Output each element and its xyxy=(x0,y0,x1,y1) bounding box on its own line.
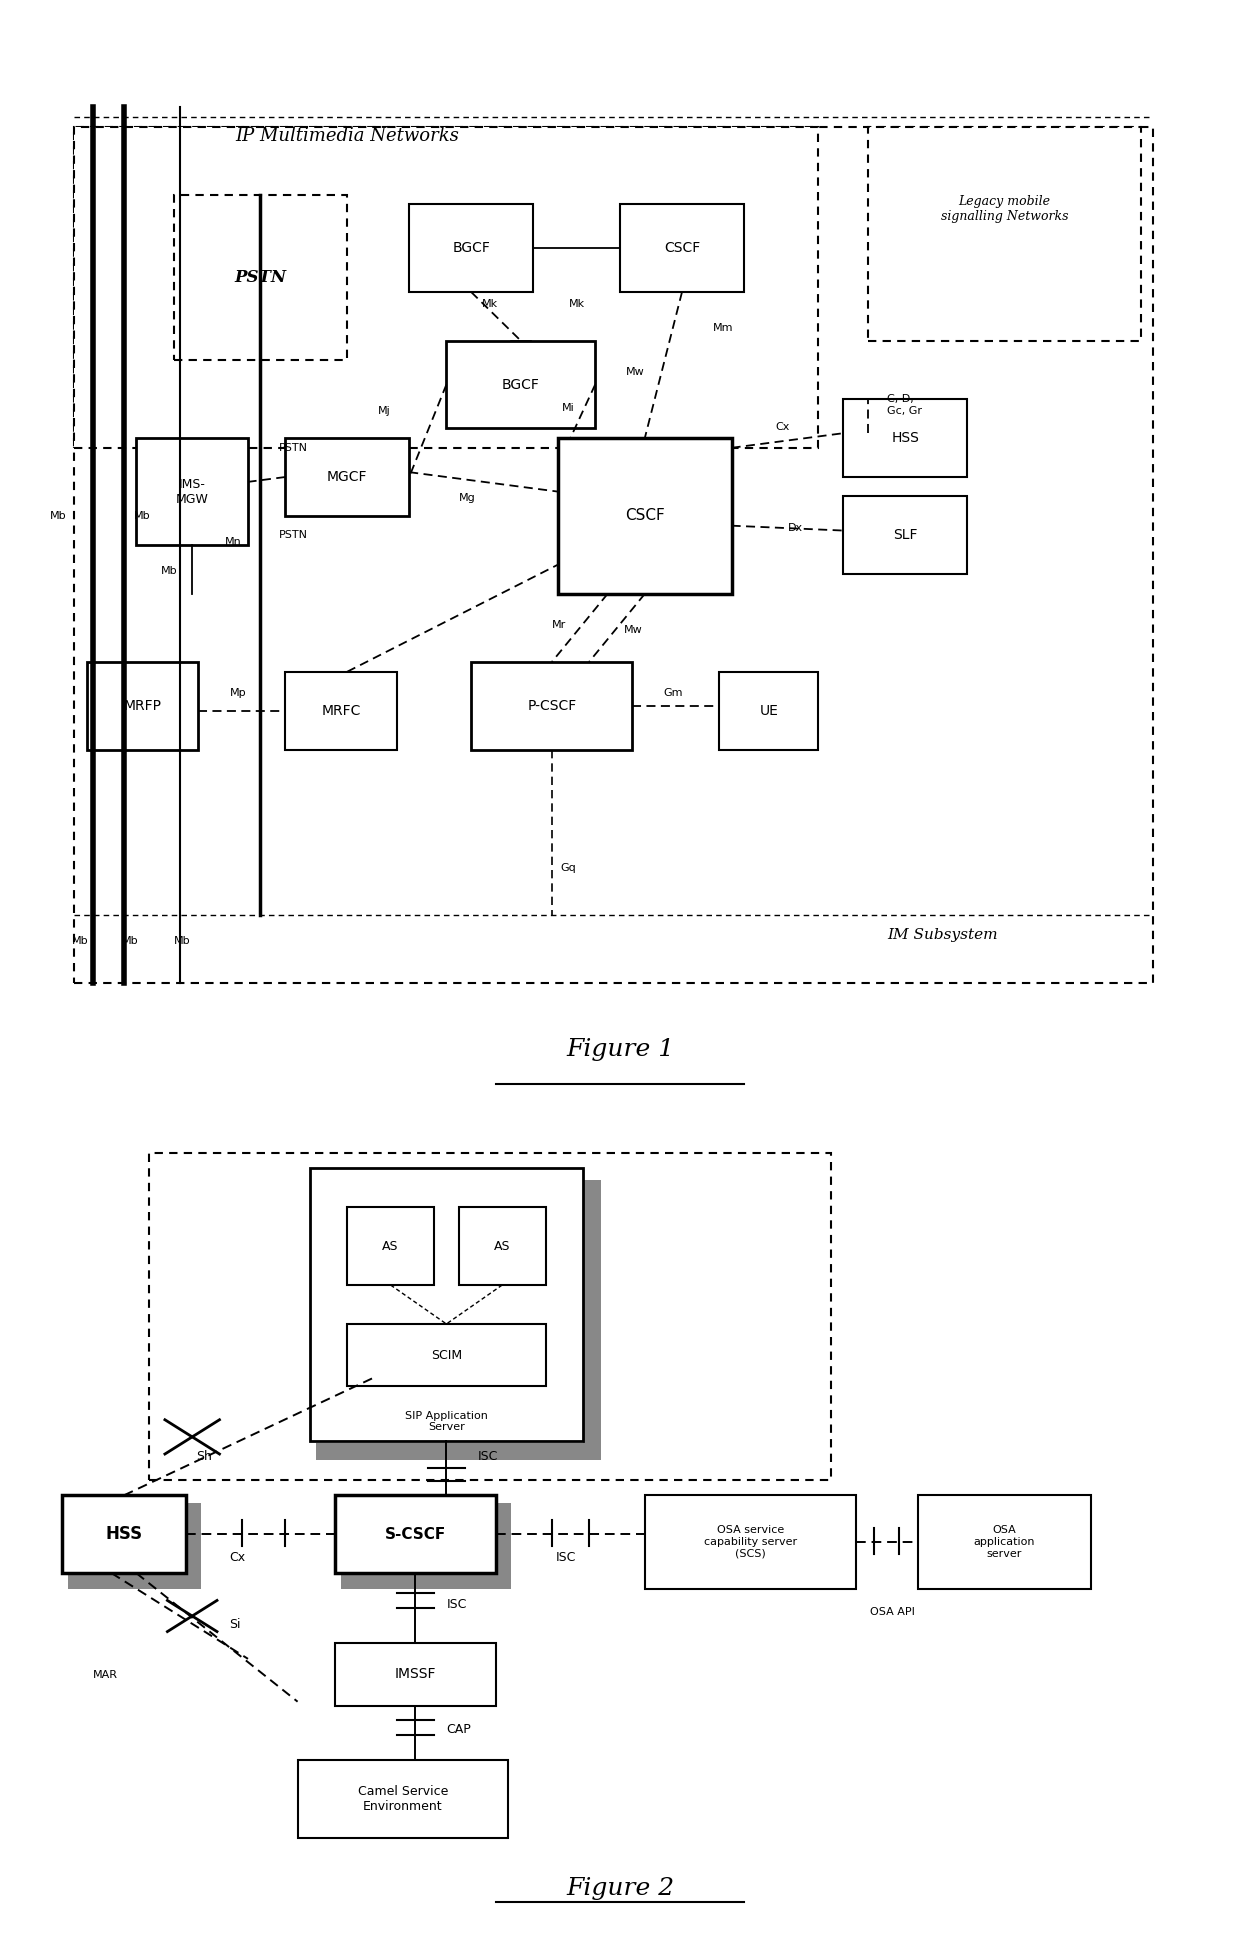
FancyBboxPatch shape xyxy=(68,1573,201,1589)
Text: MRFP: MRFP xyxy=(124,699,161,713)
Text: PSTN: PSTN xyxy=(279,442,308,454)
Text: Mb: Mb xyxy=(72,937,88,946)
Text: Figure 1: Figure 1 xyxy=(565,1038,675,1061)
FancyBboxPatch shape xyxy=(843,496,967,574)
Text: Mg: Mg xyxy=(459,493,476,504)
FancyBboxPatch shape xyxy=(409,204,533,292)
FancyBboxPatch shape xyxy=(496,1503,511,1589)
Text: Mb: Mb xyxy=(174,937,190,946)
Text: AS: AS xyxy=(382,1240,399,1252)
Text: ISC: ISC xyxy=(477,1451,497,1464)
Text: Mi: Mi xyxy=(562,403,574,413)
FancyBboxPatch shape xyxy=(719,672,818,750)
Text: MRFC: MRFC xyxy=(321,703,361,718)
FancyBboxPatch shape xyxy=(347,1324,546,1386)
Text: ISC: ISC xyxy=(556,1552,575,1565)
Text: Sh: Sh xyxy=(196,1451,212,1464)
Text: Legacy mobile
signalling Networks: Legacy mobile signalling Networks xyxy=(941,195,1068,224)
Text: BGCF: BGCF xyxy=(453,241,490,255)
Text: Figure 2: Figure 2 xyxy=(565,1877,675,1900)
Text: Mn: Mn xyxy=(224,537,242,547)
Text: SLF: SLF xyxy=(893,528,918,543)
Text: Mb: Mb xyxy=(122,937,138,946)
FancyBboxPatch shape xyxy=(285,438,409,516)
FancyBboxPatch shape xyxy=(341,1573,511,1589)
Text: Cx: Cx xyxy=(229,1552,246,1565)
FancyBboxPatch shape xyxy=(868,127,1141,341)
FancyBboxPatch shape xyxy=(558,438,732,594)
FancyBboxPatch shape xyxy=(285,672,397,750)
Text: BGCF: BGCF xyxy=(502,378,539,391)
Text: Mk: Mk xyxy=(481,298,498,310)
Text: Mb: Mb xyxy=(134,510,150,522)
Text: Dx: Dx xyxy=(787,522,802,533)
FancyBboxPatch shape xyxy=(136,438,248,545)
FancyBboxPatch shape xyxy=(74,127,1153,983)
Text: OSA
application
server: OSA application server xyxy=(973,1525,1035,1560)
FancyBboxPatch shape xyxy=(620,204,744,292)
FancyBboxPatch shape xyxy=(62,1495,186,1573)
FancyBboxPatch shape xyxy=(186,1503,201,1589)
Text: OSA service
capability server
(SCS): OSA service capability server (SCS) xyxy=(703,1525,797,1560)
Text: Mp: Mp xyxy=(229,687,246,699)
Text: MGCF: MGCF xyxy=(327,469,367,485)
FancyBboxPatch shape xyxy=(645,1495,856,1589)
Text: CSCF: CSCF xyxy=(625,508,665,524)
Text: CSCF: CSCF xyxy=(663,241,701,255)
FancyBboxPatch shape xyxy=(918,1495,1091,1589)
Text: Mb: Mb xyxy=(51,510,67,522)
Text: SCIM: SCIM xyxy=(430,1349,463,1361)
Text: P-CSCF: P-CSCF xyxy=(527,699,577,713)
FancyBboxPatch shape xyxy=(459,1207,546,1285)
Text: Mk: Mk xyxy=(568,298,585,310)
FancyBboxPatch shape xyxy=(87,662,198,750)
Text: IP Multimedia Networks: IP Multimedia Networks xyxy=(236,127,459,146)
Text: IMS-
MGW: IMS- MGW xyxy=(176,477,208,506)
Text: Camel Service
Environment: Camel Service Environment xyxy=(358,1785,448,1813)
Text: Mj: Mj xyxy=(378,405,391,417)
FancyBboxPatch shape xyxy=(471,662,632,750)
FancyBboxPatch shape xyxy=(74,127,818,448)
FancyBboxPatch shape xyxy=(843,399,967,477)
Text: Gm: Gm xyxy=(663,687,683,699)
Text: S-CSCF: S-CSCF xyxy=(384,1526,446,1542)
Text: OSA API: OSA API xyxy=(870,1606,915,1618)
Text: Mm: Mm xyxy=(713,323,734,333)
Text: IMSSF: IMSSF xyxy=(394,1667,436,1682)
FancyBboxPatch shape xyxy=(310,1168,583,1441)
Text: Mw: Mw xyxy=(626,366,645,378)
Text: IM Subsystem: IM Subsystem xyxy=(887,927,998,942)
Text: ISC: ISC xyxy=(446,1598,466,1612)
Text: Mb: Mb xyxy=(161,567,177,576)
Text: HSS: HSS xyxy=(105,1525,143,1544)
FancyBboxPatch shape xyxy=(335,1495,496,1573)
Text: HSS: HSS xyxy=(892,430,919,446)
Text: PSTN: PSTN xyxy=(234,269,286,286)
Text: PSTN: PSTN xyxy=(279,530,308,541)
FancyBboxPatch shape xyxy=(149,1153,831,1480)
FancyBboxPatch shape xyxy=(298,1760,508,1838)
FancyBboxPatch shape xyxy=(347,1207,434,1285)
FancyBboxPatch shape xyxy=(583,1180,601,1460)
Text: SIP Application
Server: SIP Application Server xyxy=(405,1410,487,1433)
FancyBboxPatch shape xyxy=(174,195,347,360)
FancyBboxPatch shape xyxy=(446,341,595,428)
Text: Si: Si xyxy=(229,1618,241,1632)
Text: MAR: MAR xyxy=(93,1671,118,1680)
Text: Mw: Mw xyxy=(624,625,642,635)
Text: UE: UE xyxy=(759,703,779,718)
Text: Cx: Cx xyxy=(775,422,790,432)
Text: C, D,
Gc, Gr: C, D, Gc, Gr xyxy=(887,393,921,417)
Text: Mr: Mr xyxy=(552,619,565,631)
Text: CAP: CAP xyxy=(446,1723,471,1737)
Text: Gq: Gq xyxy=(560,863,577,874)
FancyBboxPatch shape xyxy=(316,1443,601,1460)
Text: AS: AS xyxy=(494,1240,511,1252)
FancyBboxPatch shape xyxy=(335,1643,496,1706)
